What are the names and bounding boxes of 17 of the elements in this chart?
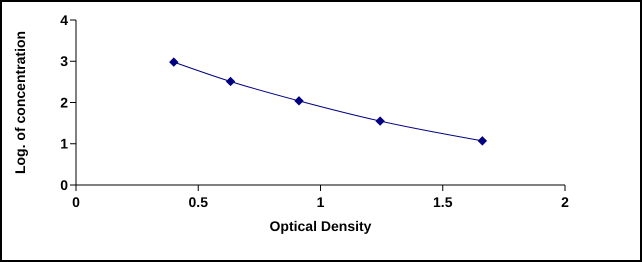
x-tick-label: 0.5 (188, 194, 208, 210)
point (478, 136, 487, 146)
y-tick-label: 0 (60, 176, 68, 193)
point (376, 116, 385, 126)
point (226, 76, 236, 86)
x-axis-title: Optical Density (270, 218, 372, 234)
y-tick-label: 1 (60, 136, 68, 152)
point (169, 58, 178, 67)
x-tick-label: 1 (316, 194, 325, 210)
y-tick-label: 4 (60, 12, 68, 28)
point (294, 96, 304, 106)
y-axis-title: Log. of concentration (12, 30, 28, 174)
x-tick-label: 2 (561, 194, 570, 210)
x-tick-label: 1.5 (433, 194, 453, 210)
y-tick-label: 2 (60, 94, 68, 110)
x-tick-label: 0 (72, 194, 80, 210)
y-tick-label: 3 (60, 53, 68, 70)
